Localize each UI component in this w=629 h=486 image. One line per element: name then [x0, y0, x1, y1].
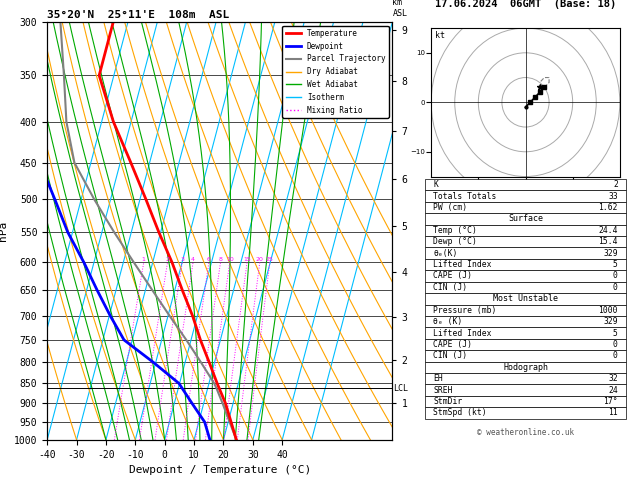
Text: K: K [433, 180, 438, 189]
Text: CAPE (J): CAPE (J) [433, 340, 472, 349]
Text: PW (cm): PW (cm) [433, 203, 467, 212]
Text: 24: 24 [608, 386, 618, 395]
Text: 0: 0 [613, 340, 618, 349]
Text: 25: 25 [266, 258, 274, 262]
Text: © weatheronline.co.uk: © weatheronline.co.uk [477, 428, 574, 437]
Text: 15: 15 [243, 258, 251, 262]
Text: 5: 5 [613, 260, 618, 269]
Text: 32: 32 [608, 374, 618, 383]
Text: StmDir: StmDir [433, 397, 462, 406]
Text: 4: 4 [191, 258, 195, 262]
Text: Lifted Index: Lifted Index [433, 329, 492, 338]
Text: 0: 0 [613, 351, 618, 361]
Text: km
ASL: km ASL [392, 0, 408, 17]
Text: 6: 6 [207, 258, 211, 262]
Text: CIN (J): CIN (J) [433, 283, 467, 292]
Text: Totals Totals: Totals Totals [433, 191, 496, 201]
Text: Surface: Surface [508, 214, 543, 224]
Text: θₑ(K): θₑ(K) [433, 249, 457, 258]
Text: 17°: 17° [603, 397, 618, 406]
Text: 2: 2 [613, 180, 618, 189]
Text: 33: 33 [608, 191, 618, 201]
Text: 329: 329 [603, 249, 618, 258]
Text: 5: 5 [613, 329, 618, 338]
Text: 15.4: 15.4 [598, 237, 618, 246]
Text: 0: 0 [613, 283, 618, 292]
Text: StmSpd (kt): StmSpd (kt) [433, 409, 487, 417]
Text: 20: 20 [256, 258, 264, 262]
Text: Most Unstable: Most Unstable [493, 295, 558, 303]
Text: 11: 11 [608, 409, 618, 417]
Text: 0: 0 [613, 272, 618, 280]
Y-axis label: hPa: hPa [0, 221, 8, 241]
Text: 1000: 1000 [598, 306, 618, 315]
Text: SREH: SREH [433, 386, 453, 395]
Text: 17.06.2024  06GMT  (Base: 18): 17.06.2024 06GMT (Base: 18) [435, 0, 616, 9]
Text: 10: 10 [226, 258, 233, 262]
Text: LCL: LCL [393, 384, 408, 393]
Text: EH: EH [433, 374, 443, 383]
Text: CAPE (J): CAPE (J) [433, 272, 472, 280]
Text: Temp (°C): Temp (°C) [433, 226, 477, 235]
Text: 24.4: 24.4 [598, 226, 618, 235]
Text: 1.62: 1.62 [598, 203, 618, 212]
Text: Dewp (°C): Dewp (°C) [433, 237, 477, 246]
Text: Lifted Index: Lifted Index [433, 260, 492, 269]
Text: θₑ (K): θₑ (K) [433, 317, 462, 326]
Text: 8: 8 [218, 258, 223, 262]
X-axis label: Dewpoint / Temperature (°C): Dewpoint / Temperature (°C) [129, 465, 311, 475]
Text: 35°20'N  25°11'E  108m  ASL: 35°20'N 25°11'E 108m ASL [47, 10, 230, 20]
Text: kt: kt [435, 31, 445, 40]
Text: Hodograph: Hodograph [503, 363, 548, 372]
Text: 2: 2 [165, 258, 169, 262]
Text: 1: 1 [142, 258, 146, 262]
Text: Pressure (mb): Pressure (mb) [433, 306, 496, 315]
Text: 3: 3 [181, 258, 184, 262]
Legend: Temperature, Dewpoint, Parcel Trajectory, Dry Adiabat, Wet Adiabat, Isotherm, Mi: Temperature, Dewpoint, Parcel Trajectory… [282, 26, 389, 118]
Text: 329: 329 [603, 317, 618, 326]
Text: CIN (J): CIN (J) [433, 351, 467, 361]
